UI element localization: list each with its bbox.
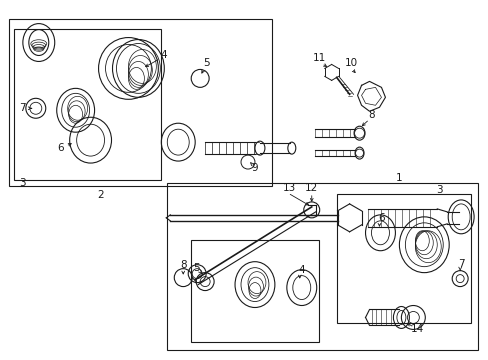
Text: 10: 10: [345, 58, 357, 68]
Text: 8: 8: [180, 260, 186, 270]
Text: 6: 6: [377, 213, 384, 223]
Text: 2: 2: [97, 190, 103, 200]
Bar: [9, 19, 271, 186]
Text: 14: 14: [410, 324, 423, 334]
Text: 11: 11: [312, 54, 325, 63]
Bar: [14, 28, 161, 180]
Text: 8: 8: [367, 110, 374, 120]
Text: 3: 3: [20, 178, 26, 188]
Text: 1: 1: [395, 173, 402, 183]
Text: 5: 5: [192, 263, 199, 273]
Text: 5: 5: [203, 58, 209, 68]
Text: 12: 12: [305, 183, 318, 193]
Bar: [336, 194, 470, 323]
Bar: [167, 183, 477, 350]
Text: 3: 3: [435, 185, 442, 195]
Text: 7: 7: [20, 103, 26, 113]
Text: 9: 9: [251, 163, 258, 173]
Text: 4: 4: [298, 265, 305, 275]
Text: 4: 4: [160, 50, 166, 60]
Text: 7: 7: [457, 259, 464, 269]
Text: 6: 6: [57, 143, 64, 153]
Bar: [191, 240, 318, 342]
Text: 13: 13: [283, 183, 296, 193]
